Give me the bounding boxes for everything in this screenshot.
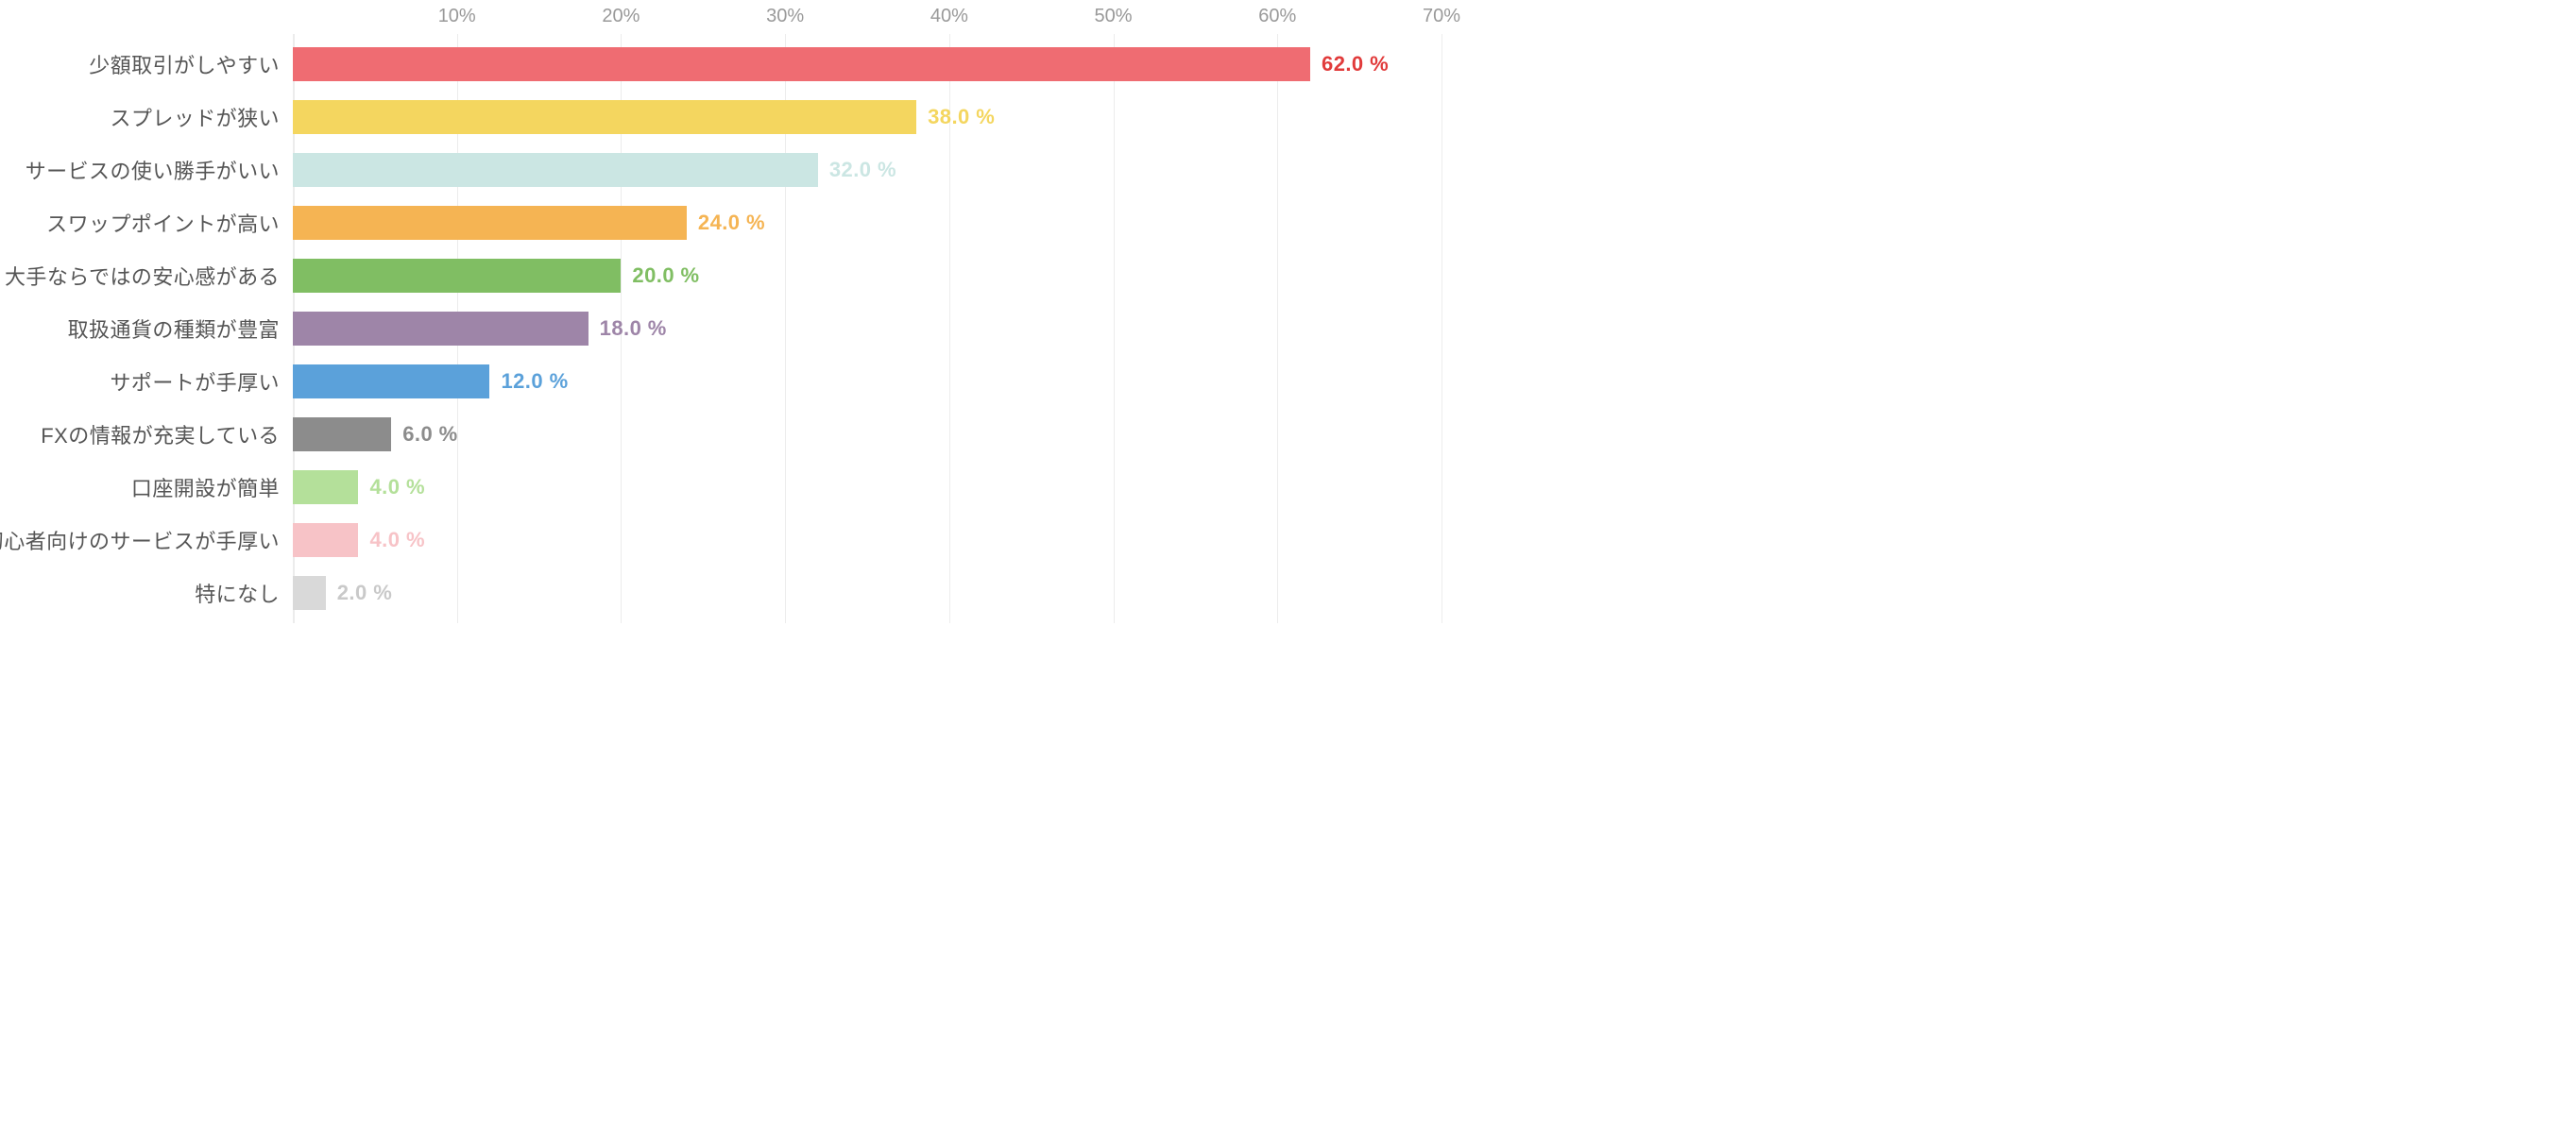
x-axis-tick-label: 70% xyxy=(1423,6,1460,27)
bar xyxy=(293,100,916,134)
bar-row: スプレッドが狭い38.0 % xyxy=(293,100,1442,134)
bar xyxy=(293,576,326,610)
bar xyxy=(293,417,391,451)
value-label: 62.0 % xyxy=(1322,52,1389,76)
category-label: 口座開設が簡単 xyxy=(131,472,293,502)
value-label: 12.0 % xyxy=(501,369,568,394)
plot-area: 少額取引がしやすい62.0 % スプレッドが狭い38.0 % サービスの使い勝手がい… xyxy=(293,34,1442,623)
category-label: FXの情報が充実している xyxy=(41,419,293,449)
bar xyxy=(293,364,489,398)
bar-row: 少額取引がしやすい62.0 % xyxy=(293,47,1442,81)
category-label: サポートが手厚い xyxy=(110,366,293,397)
value-label: 6.0 % xyxy=(402,422,457,447)
bar xyxy=(293,470,358,504)
value-label: 2.0 % xyxy=(337,581,392,605)
bar xyxy=(293,312,589,346)
bar xyxy=(293,259,621,293)
bar-row: サービスの使い勝手がいい32.0 % xyxy=(293,153,1442,187)
category-label: サービスの使い勝手がいい xyxy=(26,155,293,185)
value-label: 24.0 % xyxy=(698,211,765,235)
x-axis-tick-label: 20% xyxy=(602,6,640,27)
bar-row: 初心者向けのサービスが手厚い4.0 % xyxy=(293,523,1442,557)
category-label: 大手ならではの安心感がある xyxy=(5,261,293,291)
bar-row: スワップポイントが高い24.0 % xyxy=(293,206,1442,240)
x-axis-tick-label: 50% xyxy=(1095,6,1133,27)
bar-row: FXの情報が充実している6.0 % xyxy=(293,417,1442,451)
category-label: 取扱通貨の種類が豊富 xyxy=(68,313,293,344)
x-axis-tick-label: 40% xyxy=(930,6,968,27)
bar xyxy=(293,206,687,240)
category-label: スワップポイントが高い xyxy=(46,208,293,238)
x-axis-tick-label: 60% xyxy=(1258,6,1296,27)
bar xyxy=(293,523,358,557)
horizontal-bar-chart: 少額取引がしやすい62.0 %スプレッドが狭い38.0 %サービスの使い勝手がい… xyxy=(0,0,1451,638)
bar xyxy=(293,47,1310,81)
bar-row: 取扱通貨の種類が豊富18.0 % xyxy=(293,312,1442,346)
value-label: 18.0 % xyxy=(600,316,667,341)
category-label: 特になし xyxy=(195,578,293,608)
value-label: 32.0 % xyxy=(829,158,896,182)
value-label: 38.0 % xyxy=(928,105,995,129)
bar-row: 大手ならではの安心感がある20.0 % xyxy=(293,259,1442,293)
value-label: 4.0 % xyxy=(369,528,424,552)
bar-row: サポートが手厚い12.0 % xyxy=(293,364,1442,398)
category-label: 少額取引がしやすい xyxy=(89,49,293,79)
bar xyxy=(293,153,818,187)
category-label: スプレッドが狭い xyxy=(110,102,293,132)
value-label: 20.0 % xyxy=(632,263,699,288)
x-axis-tick-label: 30% xyxy=(766,6,804,27)
x-axis-tick-label: 10% xyxy=(438,6,476,27)
category-label: 初心者向けのサービスが手厚い xyxy=(0,525,293,555)
bar-row: 特になし2.0 % xyxy=(293,576,1442,610)
value-label: 4.0 % xyxy=(369,475,424,499)
bar-row: 口座開設が簡単4.0 % xyxy=(293,470,1442,504)
